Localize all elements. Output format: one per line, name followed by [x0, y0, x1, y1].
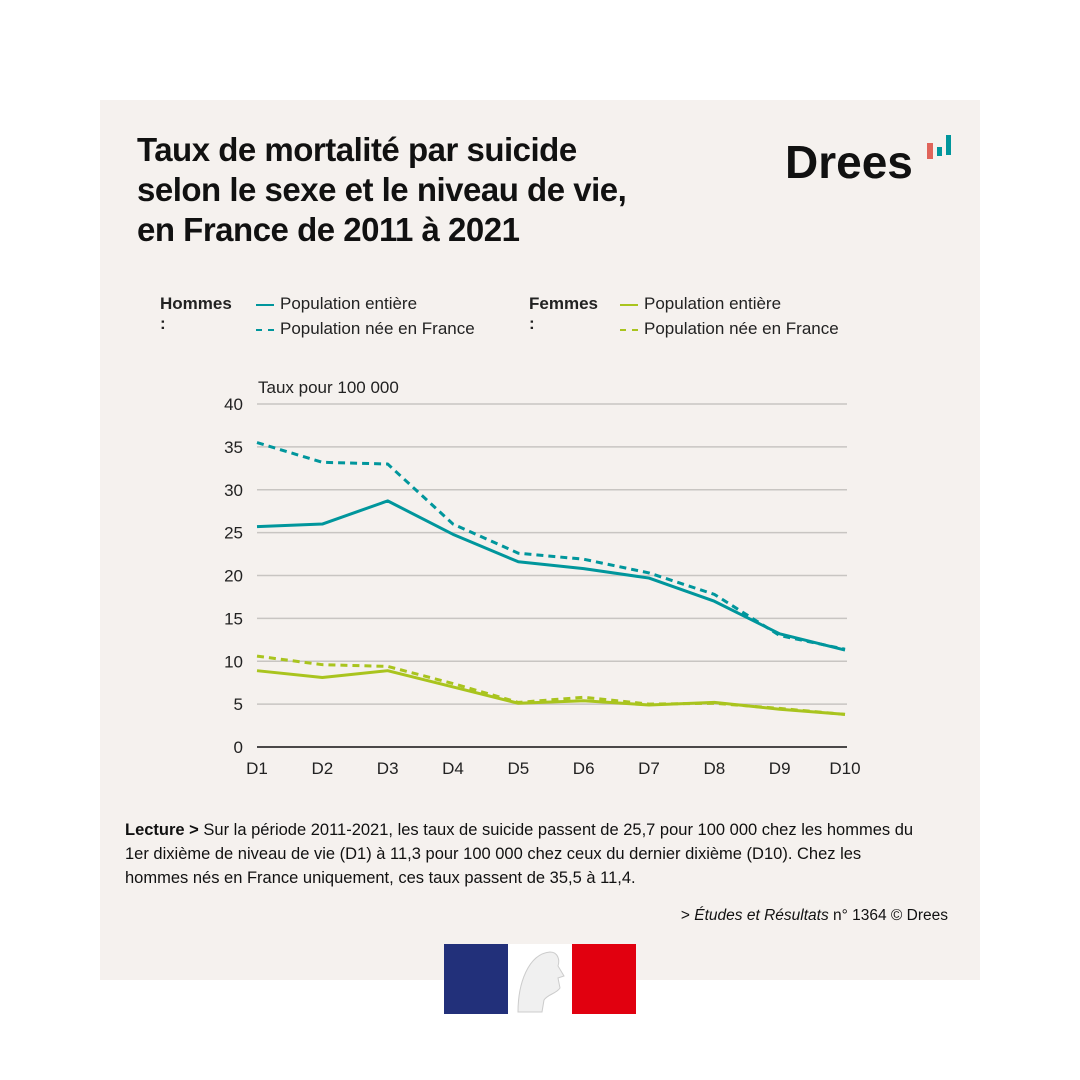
- title-line: Taux de mortalité par suicide: [137, 131, 577, 168]
- brand-name: Drees: [785, 136, 913, 188]
- series-line-men-entire: [256, 499, 846, 652]
- x-tick-label: D5: [507, 759, 529, 778]
- legend-men-label: Hommes :: [160, 294, 232, 333]
- y-tick-label: 25: [224, 524, 243, 543]
- series-line-men-born: [256, 441, 846, 651]
- source-number: n° 1364 © Drees: [828, 907, 948, 924]
- y-tick-label: 20: [224, 567, 243, 586]
- x-tick-label: D10: [829, 759, 860, 778]
- title-line: en France de 2011 à 2021: [137, 211, 520, 248]
- legend-text: Population entière: [280, 294, 418, 313]
- legend-men-entire: Population entière: [256, 294, 417, 314]
- legend-text: Population née en France: [644, 319, 839, 338]
- legend-women-label: Femmes :: [529, 294, 598, 333]
- marianne-logo: [444, 944, 636, 1014]
- y-tick-label: 35: [224, 438, 243, 457]
- y-tick-label: 15: [224, 609, 243, 628]
- series-line-women-born: [256, 654, 846, 716]
- drees-logo: Drees: [785, 135, 951, 189]
- note-text: Sur la période 2011-2021, les taux de su…: [125, 821, 914, 887]
- source: > Études et Résultats n° 1364 © Drees: [681, 907, 948, 925]
- legend-women-born: Population née en France: [620, 319, 839, 339]
- legend-women-entire: Population entière: [620, 294, 781, 314]
- source-publication: Études et Résultats: [694, 907, 829, 924]
- drees-bars-icon: [927, 135, 951, 159]
- reading-note: Lecture > Sur la période 2011-2021, les …: [125, 818, 915, 890]
- x-tick-label: D8: [703, 759, 725, 778]
- legend-text: Population entière: [644, 294, 782, 313]
- x-tick-label: D7: [638, 759, 660, 778]
- y-tick-label: 10: [224, 652, 243, 671]
- x-tick-label: D1: [246, 759, 268, 778]
- note-label: Lecture >: [125, 821, 199, 839]
- chart-card: [100, 100, 980, 980]
- x-tick-label: D2: [311, 759, 333, 778]
- y-tick-label: 40: [224, 395, 243, 414]
- title-line: selon le sexe et le niveau de vie,: [137, 171, 627, 208]
- y-tick-label: 30: [224, 481, 243, 500]
- source-prefix: >: [680, 907, 695, 924]
- x-tick-label: D4: [442, 759, 464, 778]
- chart-title: Taux de mortalité par suicide selon le s…: [137, 130, 697, 250]
- x-tick-label: D3: [377, 759, 399, 778]
- legend-men-born: Population née en France: [256, 319, 475, 339]
- x-tick-label: D6: [573, 759, 595, 778]
- y-tick-label: 5: [234, 695, 243, 714]
- y-axis-label: Taux pour 100 000: [258, 378, 399, 397]
- y-tick-label: 0: [234, 738, 243, 757]
- x-tick-label: D9: [769, 759, 791, 778]
- legend-text: Population née en France: [280, 319, 475, 338]
